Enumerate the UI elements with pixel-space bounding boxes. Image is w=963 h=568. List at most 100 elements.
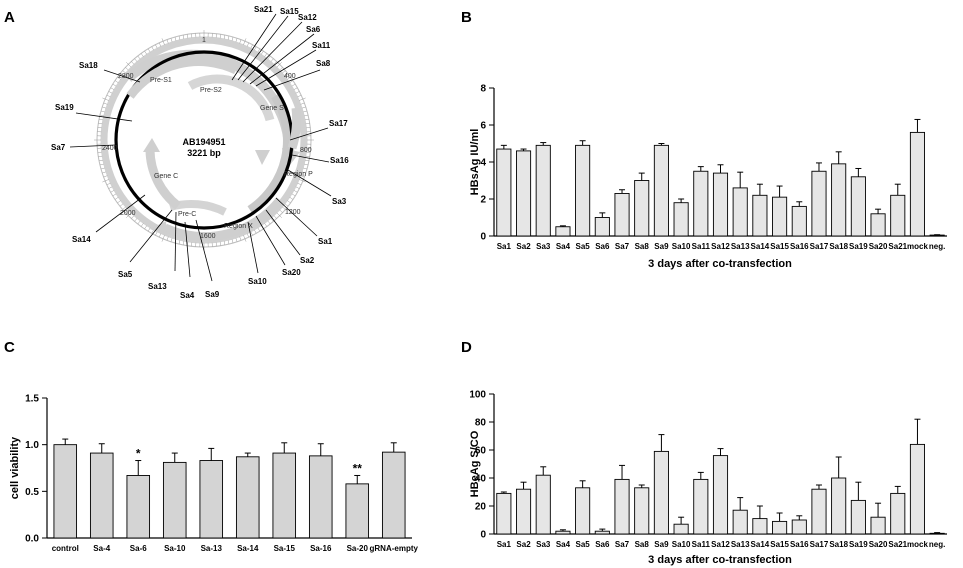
region-x-arc	[163, 197, 284, 242]
y-tick-label: 2	[480, 195, 486, 206]
ruler-tick	[155, 231, 158, 236]
bar-sa19	[850, 499, 866, 535]
region-x-arrowhead	[150, 221, 167, 236]
x-tick-label: Sa1	[497, 242, 512, 251]
ruler-tick	[287, 200, 291, 204]
ruler-tick	[300, 102, 305, 105]
site-label-sa11: Sa11	[312, 41, 331, 50]
ruler-tick	[108, 186, 113, 189]
ruler-tick	[231, 239, 234, 244]
chart-c-y-ticks: 0.0 0.5 1.0 1.5	[25, 394, 47, 545]
bar-sa14	[752, 518, 768, 535]
ruler-tick	[102, 97, 109, 101]
ruler-tick	[291, 83, 296, 87]
ruler-tick	[182, 240, 185, 245]
segment-gene-s: Gene S	[260, 105, 284, 112]
bar-sa-6	[126, 475, 151, 539]
ruler-tick	[243, 235, 247, 242]
ring-number-2800: 2800	[118, 73, 134, 80]
ruler-tick	[134, 218, 138, 222]
bar-grna-empty	[381, 451, 406, 539]
x-tick-label: Sa2	[516, 540, 531, 549]
site-label-sa21: Sa21	[254, 5, 273, 14]
ruler-tick	[161, 235, 165, 242]
bar-sa15	[772, 520, 788, 535]
x-tick-label: Sa6	[595, 540, 610, 549]
ruler-tick	[122, 70, 126, 74]
ruler-tick	[279, 67, 283, 71]
ruler-tick	[151, 229, 154, 234]
chart-d-bars	[496, 418, 945, 535]
bar-neg-	[929, 234, 945, 237]
bar-sa18	[831, 477, 847, 535]
ring-number-2000: 2000	[120, 210, 136, 217]
ruler-tick	[103, 175, 108, 178]
x-tick-label: Sa15	[770, 242, 789, 251]
ruler-tick	[273, 215, 277, 219]
bar-sa-13	[199, 460, 224, 539]
bar-sa13	[732, 509, 748, 535]
ruler-tick	[166, 39, 169, 44]
ruler-tick	[243, 38, 247, 45]
ruler-tick	[125, 67, 129, 71]
bar-sa17	[811, 170, 827, 237]
ring-number-400: 400	[284, 73, 296, 80]
panel-letter-b: B	[461, 9, 472, 26]
x-tick-label: Sa-14	[237, 544, 259, 553]
site-label-sa3: Sa3	[332, 197, 347, 206]
x-tick-label: mock	[907, 242, 928, 251]
x-tick-label: Sa-4	[93, 544, 110, 553]
x-tick-label: Sa-16	[310, 544, 332, 553]
ruler-tick	[131, 215, 135, 219]
region-p-arc	[247, 93, 292, 214]
site-leaders	[69, 13, 332, 282]
x-tick-label: Sa14	[751, 540, 770, 549]
bar-sa4	[555, 530, 571, 535]
x-tick-label: Sa-20	[347, 544, 369, 553]
ruler-tick	[134, 58, 138, 62]
segment-pre-s2: Pre-S2	[200, 87, 222, 94]
x-tick-label: neg.	[929, 540, 945, 549]
x-tick-label: Sa18	[829, 242, 848, 251]
ruler-tick	[158, 42, 162, 47]
bar-sa-14	[235, 456, 260, 539]
pre-s1-arc	[126, 57, 238, 99]
ruler-tick	[122, 206, 126, 210]
chart-c-bars: ***	[53, 438, 406, 539]
site-label-sa1: Sa1	[318, 237, 333, 246]
ruler-tick	[267, 220, 271, 225]
bar-sa3	[535, 144, 551, 237]
ruler-tick	[126, 212, 132, 218]
ruler-tick	[257, 48, 261, 53]
ruler-tick	[304, 163, 309, 166]
bar-sa-15	[272, 452, 297, 539]
ruler-tick	[112, 193, 117, 197]
ruler-tick	[137, 220, 141, 225]
site-label-sa6: Sa6	[306, 25, 321, 34]
ruler-tick	[289, 80, 294, 83]
bar-sa-10	[162, 461, 187, 539]
ruler-tick	[98, 123, 103, 125]
ruler-tick	[98, 155, 103, 157]
bar-sa8	[634, 180, 650, 237]
ruler-tick	[261, 50, 264, 55]
ruler-tick	[126, 62, 132, 68]
bar-sa9	[653, 450, 669, 535]
bar-sa7	[614, 478, 630, 535]
bar-sa1	[496, 148, 512, 237]
site-label-sa4: Sa4	[180, 291, 195, 300]
significance-marker: **	[353, 461, 363, 475]
ruler-tick	[246, 233, 250, 238]
bar-sa16	[791, 205, 807, 237]
gene-c-arrowhead	[143, 138, 160, 152]
x-tick-label: Sa17	[810, 242, 829, 251]
bar-neg-	[929, 532, 945, 535]
x-tick-label: Sa4	[556, 242, 571, 251]
ruler-tick	[295, 186, 300, 189]
segment-region-p: Region P	[284, 171, 313, 178]
bar-mock	[909, 131, 925, 237]
x-tick-label: Sa14	[751, 242, 770, 251]
panel-letter-d: D	[461, 339, 472, 356]
ruler-tick	[295, 91, 300, 94]
bar-sa4	[555, 226, 571, 237]
